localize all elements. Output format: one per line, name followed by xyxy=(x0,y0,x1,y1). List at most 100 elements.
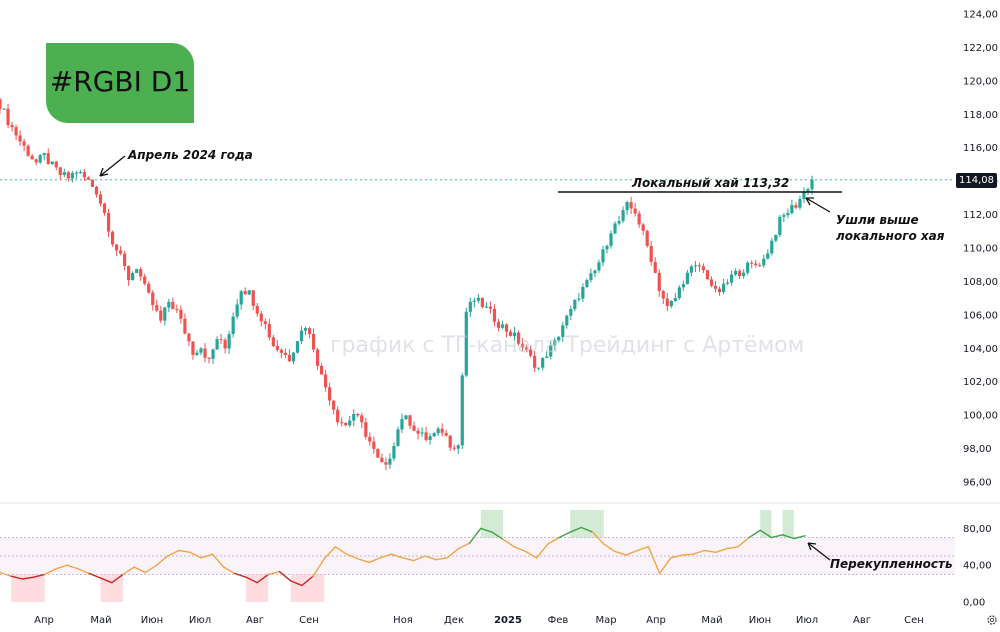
rsi-oversold-zone xyxy=(301,574,314,602)
candle-body xyxy=(734,270,738,275)
candle-body xyxy=(529,349,533,356)
candle-body xyxy=(553,340,557,346)
candle-body xyxy=(440,428,444,433)
rsi-tick-label: 0,00 xyxy=(963,598,985,609)
time-tick-label: 2025 xyxy=(494,615,522,626)
annotation-overbought: Перекупленность xyxy=(830,557,953,571)
candle-body xyxy=(360,415,364,423)
candle-body xyxy=(183,318,187,334)
candle-body xyxy=(171,301,175,310)
candle-body xyxy=(597,262,601,271)
candle-body xyxy=(794,205,798,208)
candle-body xyxy=(263,321,267,324)
candle-body xyxy=(653,261,657,273)
candle-body xyxy=(685,272,689,285)
candle-body xyxy=(593,270,597,274)
rsi-line-segment xyxy=(636,546,650,552)
candle-body xyxy=(179,309,183,319)
candle-body xyxy=(661,291,665,299)
candle-body xyxy=(336,409,340,423)
rsi-line-segment xyxy=(726,546,739,550)
candlestick-series xyxy=(0,97,814,470)
time-tick-label: Июл xyxy=(796,615,818,626)
candle-body xyxy=(810,179,814,190)
candle-body xyxy=(62,172,66,175)
candle-body xyxy=(2,108,6,110)
candle-body xyxy=(460,375,464,446)
candle-body xyxy=(420,432,424,434)
candle-body xyxy=(452,447,456,449)
candle-body xyxy=(424,432,428,440)
rsi-line-segment xyxy=(513,546,527,553)
candle-body xyxy=(58,167,62,175)
time-tick-label: Июн xyxy=(141,615,163,626)
price-tick-label: 108,00 xyxy=(963,277,998,288)
candle-body xyxy=(677,287,681,299)
rsi-line-segment xyxy=(289,580,303,587)
candle-body xyxy=(328,387,332,401)
candle-body xyxy=(533,355,537,368)
candle-body xyxy=(14,127,18,136)
candle-body xyxy=(508,331,513,336)
candle-body xyxy=(384,462,388,465)
watermark: график с ТГ-канала Трейдинг с Артёмом xyxy=(330,333,804,358)
rsi-line-segment xyxy=(133,566,147,574)
candle-body xyxy=(191,341,195,355)
annotation-april: Апрель 2024 года xyxy=(127,148,253,162)
rsi-line-segment xyxy=(21,576,35,580)
rsi-line-segment xyxy=(625,549,638,556)
candle-body xyxy=(400,418,404,430)
rsi-tick-label: 80,00 xyxy=(963,524,992,535)
candle-body xyxy=(123,253,127,267)
candle-body xyxy=(713,285,718,289)
rsi-line-segment xyxy=(446,547,460,559)
candle-body xyxy=(496,321,501,328)
candle-body xyxy=(476,297,480,301)
candle-body xyxy=(557,336,561,341)
rsi-line-segment xyxy=(569,526,583,533)
rsi-line-segment xyxy=(32,573,46,578)
candle-body xyxy=(412,425,416,431)
candle-body xyxy=(537,367,541,369)
rsi-line-segment xyxy=(312,558,325,577)
rsi-line-segment xyxy=(155,555,169,566)
rsi-line-segment xyxy=(502,538,516,548)
candle-body xyxy=(456,445,460,449)
arrow-overbought xyxy=(807,542,831,561)
candle-body xyxy=(721,283,726,293)
rsi-line-segment xyxy=(301,575,314,587)
rsi-line-segment xyxy=(759,529,773,539)
candle-body xyxy=(155,305,159,311)
gear-icon[interactable] xyxy=(986,614,998,626)
arrowhead-april xyxy=(99,167,109,177)
candle-body xyxy=(255,305,259,314)
candle-body xyxy=(480,297,484,307)
time-tick-label: Сен xyxy=(299,615,319,626)
candle-body xyxy=(110,231,115,245)
candle-body xyxy=(488,306,493,309)
candle-body xyxy=(239,291,243,305)
candle-body xyxy=(613,223,617,234)
candle-body xyxy=(34,159,38,163)
candle-body xyxy=(332,400,336,410)
candle-body xyxy=(633,208,637,214)
candle-body xyxy=(70,173,74,179)
rsi-line-segment xyxy=(524,550,538,559)
candle-body xyxy=(6,108,10,126)
rsi-line-segment xyxy=(681,553,694,556)
rsi-line-segment xyxy=(412,555,426,562)
rsi-line-segment xyxy=(0,571,12,577)
time-tick-label: Мар xyxy=(595,615,616,626)
candle-body xyxy=(118,250,123,254)
candle-body xyxy=(701,266,706,271)
rsi-line-segment xyxy=(222,566,236,575)
rsi-line-segment xyxy=(670,554,683,559)
candle-body xyxy=(432,433,436,437)
candle-body xyxy=(90,179,95,187)
candle-body xyxy=(324,374,328,388)
price-tick-label: 118,00 xyxy=(963,110,998,121)
candle-body xyxy=(396,429,400,446)
arrowhead-overbought xyxy=(807,542,817,551)
rsi-oversold-zone xyxy=(111,574,123,602)
